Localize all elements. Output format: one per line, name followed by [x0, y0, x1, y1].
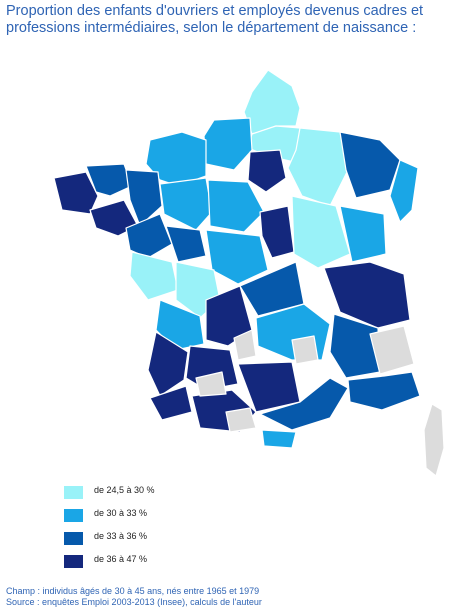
- dept-pyrenees-orientales: [261, 429, 297, 449]
- dept-gironde: [147, 331, 189, 397]
- map-title: Proportion des enfants d'ouvriers et emp…: [6, 3, 450, 37]
- dept-vendee: [129, 251, 179, 301]
- dept-rhone-alpes-south: [329, 313, 381, 379]
- dept-lorraine: [339, 131, 401, 199]
- dept-ille-vilaine: [125, 169, 163, 227]
- dept-loiret: [259, 205, 295, 259]
- legend-swatch-1: [64, 486, 83, 499]
- legend-swatch-4: [64, 555, 83, 568]
- dept-nodata-ariege: [225, 407, 257, 433]
- dept-bourgogne: [291, 195, 351, 269]
- dept-nodata-gers: [195, 371, 227, 397]
- legend-label-1: de 24,5 à 30 %: [94, 485, 155, 495]
- dept-finistere: [53, 171, 99, 215]
- dept-provence: [347, 371, 421, 411]
- legend-label-3: de 33 à 36 %: [94, 531, 148, 541]
- legend-swatch-2: [64, 509, 83, 522]
- legend-label-4: de 36 à 47 %: [94, 554, 148, 564]
- map-footer: Champ : individus âgés de 30 à 45 ans, n…: [6, 586, 262, 608]
- dept-languedoc: [259, 377, 349, 431]
- dept-mayenne-sarthe: [159, 177, 213, 231]
- footer-scope: Champ : individus âgés de 30 à 45 ans, n…: [6, 586, 260, 596]
- dept-normandie-east: [203, 117, 253, 171]
- dept-centre-north: [207, 179, 265, 233]
- dept-landes: [149, 385, 193, 421]
- dept-franche-comte: [339, 205, 387, 263]
- dept-region-north: [243, 69, 301, 135]
- dept-corse: [423, 403, 445, 477]
- dept-nodata-creuse: [233, 329, 257, 361]
- dept-nodata-cantal: [291, 335, 319, 365]
- france-department-map: [53, 69, 445, 477]
- map-regions: [53, 69, 445, 477]
- dept-rhone-alpes-north: [323, 261, 411, 329]
- map-title-line-1: Proportion des enfants d'ouvriers et emp…: [6, 3, 424, 19]
- footer-source: Source : enquêtes Emploi 2003-2013 (Inse…: [6, 597, 262, 607]
- dept-alpes-nodata: [369, 325, 415, 375]
- legend-swatch-3: [64, 532, 83, 545]
- dept-centre-south: [205, 229, 269, 285]
- dept-maine-loire: [165, 225, 207, 263]
- dept-loire-atlantique: [125, 213, 173, 259]
- map-title-line-2: professions intermédiaires, selon le dép…: [6, 20, 417, 36]
- dept-ile-de-france: [247, 149, 287, 193]
- dept-alsace: [389, 159, 419, 223]
- dept-cotes-armor: [85, 163, 133, 197]
- legend-label-2: de 30 à 33 %: [94, 508, 148, 518]
